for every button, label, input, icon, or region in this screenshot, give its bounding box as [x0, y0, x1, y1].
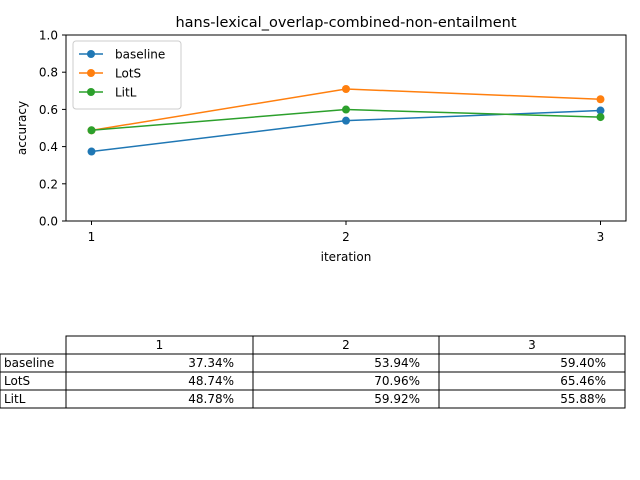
x-axis-label: iteration: [321, 250, 372, 264]
legend-marker-baseline: [87, 50, 95, 58]
y-tick-label: 0.2: [39, 177, 58, 191]
data-point-LotS: [596, 95, 605, 104]
y-tick-label: 1.0: [39, 29, 58, 43]
legend-label: LotS: [115, 67, 141, 81]
data-point-LitL: [342, 105, 350, 114]
data-point-baseline: [87, 147, 96, 156]
data-point-baseline: [342, 116, 350, 125]
x-tick-label: 1: [88, 230, 96, 244]
x-tick-label: 3: [597, 230, 605, 244]
table-cell: 48.74%: [188, 374, 234, 388]
table-row: [0, 389, 626, 409]
table-row: [0, 353, 626, 373]
table-cell: 65.46%: [560, 374, 606, 388]
y-tick-label: 0.0: [39, 215, 58, 229]
legend-marker-LotS: [87, 69, 95, 77]
table-column-header: 3: [528, 338, 536, 352]
table-cell: 53.94%: [374, 356, 420, 370]
data-point-baseline: [596, 106, 605, 115]
plot-frame: [65, 34, 627, 222]
y-tick-label: 0.4: [39, 140, 58, 154]
table-column-header: 1: [156, 338, 164, 352]
table-row: [0, 371, 626, 391]
legend-marker-LitL: [87, 88, 95, 96]
series-layer: [87, 85, 605, 156]
ticks-layer: 0.0 0.2 0.4 0.6 0.8 1.0 1 2 3: [39, 29, 604, 245]
x-tick-label: 2: [342, 230, 350, 244]
table-cell: 55.88%: [560, 392, 606, 406]
legend-label: baseline: [115, 48, 165, 62]
table-row-label: baseline: [4, 356, 54, 370]
table-cell: 37.34%: [188, 356, 234, 370]
table-row-label: LitL: [4, 392, 26, 406]
table-cell: 48.78%: [188, 392, 234, 406]
y-tick-label: 0.8: [39, 66, 58, 80]
data-point-LitL: [596, 113, 605, 122]
table-cell: 59.40%: [560, 356, 606, 370]
legend-label: LitL: [115, 86, 137, 100]
y-tick-label: 0.6: [39, 103, 58, 117]
table-column-header: 2: [342, 338, 350, 352]
data-point-LotS: [342, 85, 350, 94]
legend: baseline LotS LitL: [72, 40, 182, 110]
data-point-LitL: [87, 126, 96, 135]
table-cell: 70.96%: [374, 374, 420, 388]
chart-title: hans-lexical_overlap-combined-non-entail…: [175, 15, 516, 31]
y-axis-label: accuracy: [15, 101, 29, 155]
series-line-baseline: [91, 109, 601, 153]
results-table: 1 2 3 baseline 37.34% 53.94% 59.40% LotS 48.74% 7…: [0, 335, 626, 409]
table-cell: 59.92%: [374, 392, 420, 406]
table-row-label: LotS: [4, 374, 30, 388]
